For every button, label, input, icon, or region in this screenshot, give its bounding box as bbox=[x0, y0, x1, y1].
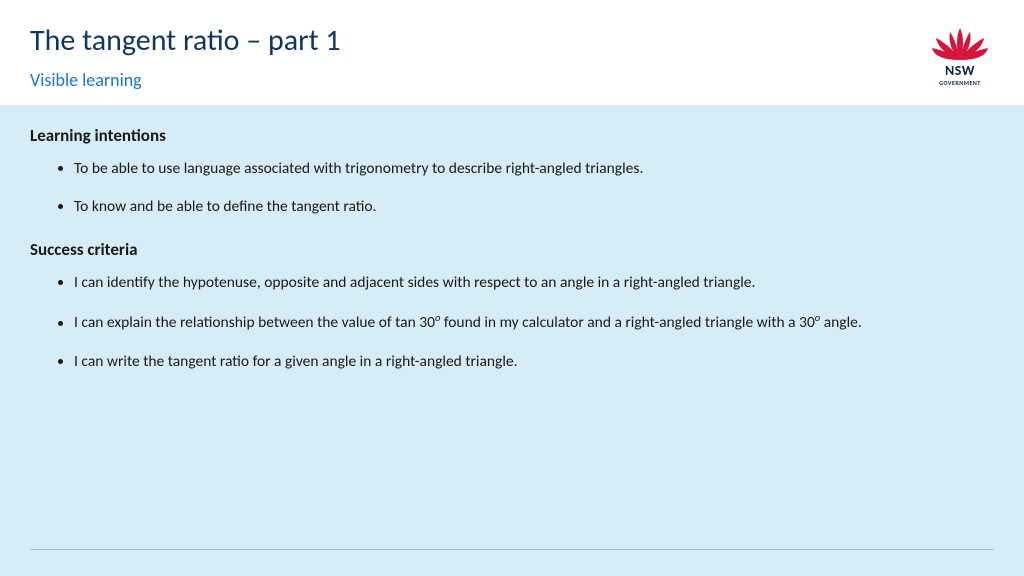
success-criteria-heading: Success criteria bbox=[30, 239, 994, 260]
list-item: I can explain the relationship between t… bbox=[74, 310, 994, 335]
nsw-logo: NSW GOVERNMENT bbox=[926, 26, 994, 87]
list-item: To be able to use language associated wi… bbox=[74, 158, 994, 180]
text-run: I can explain the relationship between t… bbox=[74, 314, 435, 333]
list-item: To know and be able to define the tangen… bbox=[74, 196, 994, 218]
list-item: I can write the tangent ratio for a give… bbox=[74, 351, 994, 373]
title-block: The tangent ratio – part 1 Visible learn… bbox=[30, 22, 341, 91]
learning-intentions-list: To be able to use language associated wi… bbox=[30, 158, 994, 219]
waratah-icon bbox=[932, 26, 988, 60]
slide-subtitle: Visible learning bbox=[30, 69, 341, 91]
logo-secondary-text: GOVERNMENT bbox=[939, 79, 981, 87]
success-criteria-list: I can identify the hypotenuse, opposite … bbox=[30, 272, 994, 374]
header: The tangent ratio – part 1 Visible learn… bbox=[0, 0, 1024, 105]
list-item: I can identify the hypotenuse, opposite … bbox=[74, 272, 994, 294]
learning-intentions-heading: Learning intentions bbox=[30, 125, 994, 146]
horizontal-rule bbox=[30, 549, 994, 550]
slide-title: The tangent ratio – part 1 bbox=[30, 22, 341, 59]
slide-body: Learning intentions To be able to use la… bbox=[0, 105, 1024, 576]
slide: The tangent ratio – part 1 Visible learn… bbox=[0, 0, 1024, 576]
text-run: angle. bbox=[820, 314, 862, 333]
logo-primary-text: NSW bbox=[945, 62, 975, 79]
text-run: found in my calculator and a right-angle… bbox=[440, 314, 814, 333]
